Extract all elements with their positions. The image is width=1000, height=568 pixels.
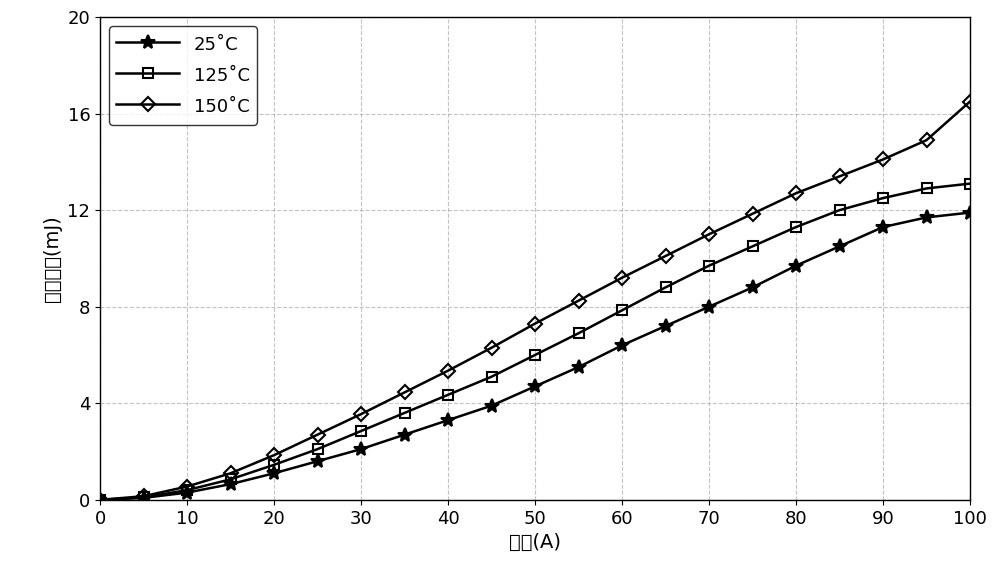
- 150˚C: [486, 344, 498, 351]
- 25˚C: [355, 446, 367, 453]
- 125˚C: [181, 487, 193, 494]
- 25˚C: [529, 383, 541, 390]
- 150˚C: [703, 231, 715, 237]
- 150˚C: [616, 274, 628, 281]
- X-axis label: 电流(A): 电流(A): [509, 533, 561, 552]
- 125˚C: [442, 391, 454, 398]
- 25˚C: [572, 364, 584, 370]
- 25˚C: [442, 417, 454, 424]
- 150˚C: [877, 156, 889, 163]
- 125˚C: [834, 207, 846, 214]
- 150˚C: [834, 173, 846, 179]
- 150˚C: [138, 493, 150, 500]
- 25˚C: [660, 323, 672, 329]
- 150˚C: [181, 483, 193, 490]
- 125˚C: [312, 446, 324, 453]
- 125˚C: [747, 243, 759, 250]
- 25˚C: [747, 284, 759, 291]
- 25˚C: [616, 342, 628, 349]
- 125˚C: [138, 494, 150, 501]
- 25˚C: [790, 262, 802, 269]
- 125˚C: [572, 330, 584, 337]
- 150˚C: [268, 452, 280, 458]
- Legend: 25˚C, 125˚C, 150˚C: 25˚C, 125˚C, 150˚C: [109, 26, 257, 124]
- 150˚C: [442, 367, 454, 374]
- 25˚C: [94, 496, 106, 503]
- 150˚C: [964, 98, 976, 105]
- 150˚C: [572, 297, 584, 304]
- 150˚C: [921, 137, 933, 144]
- 125˚C: [94, 496, 106, 503]
- 125˚C: [660, 284, 672, 291]
- 150˚C: [790, 190, 802, 197]
- 25˚C: [703, 303, 715, 310]
- Line: 150˚C: 150˚C: [95, 97, 975, 505]
- Y-axis label: 开通捭耗(mJ): 开通捭耗(mJ): [43, 215, 62, 302]
- 25˚C: [399, 431, 411, 438]
- 25˚C: [312, 458, 324, 465]
- 25˚C: [268, 470, 280, 477]
- 125˚C: [268, 461, 280, 468]
- 25˚C: [138, 495, 150, 502]
- 125˚C: [790, 224, 802, 231]
- 125˚C: [225, 476, 237, 483]
- 125˚C: [399, 410, 411, 416]
- 150˚C: [660, 253, 672, 260]
- 150˚C: [529, 320, 541, 327]
- 25˚C: [964, 209, 976, 216]
- 150˚C: [312, 431, 324, 438]
- 125˚C: [529, 352, 541, 358]
- 125˚C: [877, 195, 889, 202]
- 25˚C: [921, 214, 933, 221]
- 150˚C: [399, 389, 411, 396]
- 150˚C: [355, 411, 367, 417]
- 125˚C: [616, 307, 628, 314]
- 150˚C: [225, 470, 237, 477]
- 25˚C: [181, 489, 193, 496]
- 125˚C: [486, 373, 498, 380]
- 25˚C: [225, 481, 237, 487]
- 125˚C: [921, 185, 933, 192]
- 150˚C: [94, 496, 106, 503]
- Line: 25˚C: 25˚C: [93, 206, 977, 507]
- 25˚C: [877, 224, 889, 231]
- 125˚C: [703, 262, 715, 269]
- 125˚C: [964, 180, 976, 187]
- 150˚C: [747, 210, 759, 217]
- 125˚C: [355, 428, 367, 435]
- Line: 125˚C: 125˚C: [95, 179, 975, 505]
- 25˚C: [486, 402, 498, 409]
- 25˚C: [834, 243, 846, 250]
